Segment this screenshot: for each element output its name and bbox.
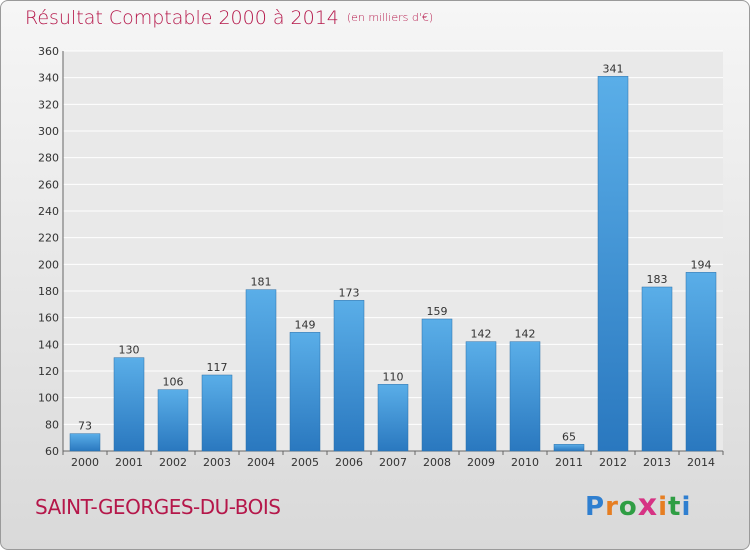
y-tick-label: 340: [38, 72, 59, 85]
y-tick-label: 240: [38, 205, 59, 218]
bar-2002: [157, 389, 189, 452]
y-tick-label: 300: [38, 125, 59, 138]
y-tick-label: 160: [38, 312, 59, 325]
y-tick-label: 120: [38, 365, 59, 378]
bar-2014: [685, 272, 717, 452]
x-tick-label: 2007: [379, 456, 407, 469]
x-tick-label: 2003: [203, 456, 231, 469]
x-tick-label: 2011: [555, 456, 583, 469]
x-tick-label: 2002: [159, 456, 187, 469]
y-tick-label: 320: [38, 98, 59, 111]
data-label-2014: 194: [691, 258, 712, 271]
bar-2008: [421, 318, 453, 452]
logo-letter: o: [618, 492, 638, 522]
y-tick-label: 60: [45, 445, 59, 458]
bar-2013: [641, 286, 673, 452]
y-tick-label: 200: [38, 258, 59, 271]
bar-2001: [113, 357, 145, 452]
data-label-2012: 341: [603, 62, 624, 75]
x-tick-label: 2009: [467, 456, 495, 469]
logo-letter: i: [658, 492, 669, 522]
logo-letter: r: [605, 492, 619, 522]
x-tick-label: 2010: [511, 456, 539, 469]
data-label-2006: 173: [339, 286, 360, 299]
bar-2009: [465, 341, 497, 452]
data-label-2000: 73: [78, 420, 92, 433]
data-label-2004: 181: [251, 276, 272, 289]
data-label-2010: 142: [515, 328, 536, 341]
x-tick-label: 2006: [335, 456, 363, 469]
bar-2012: [597, 76, 629, 452]
bar-2011: [553, 444, 585, 452]
y-tick-label: 80: [45, 418, 59, 431]
bar-2007: [377, 384, 409, 452]
x-tick-label: 2013: [643, 456, 671, 469]
data-label-2002: 106: [163, 376, 184, 389]
bar-2010: [509, 341, 541, 452]
chart-title: Résultat Comptable 2000 à 2014 (en millie…: [25, 7, 433, 29]
y-tick-label: 180: [38, 285, 59, 298]
logo-letter: i: [681, 492, 692, 522]
y-tick-label: 260: [38, 178, 59, 191]
y-tick-label: 220: [38, 232, 59, 245]
bar-2004: [245, 289, 277, 452]
proxiti-logo: Proxiti: [585, 488, 691, 523]
bar-2000: [69, 433, 101, 452]
logo-letter: P: [585, 492, 606, 522]
commune-name: SAINT-GEORGES-DU-BOIS: [35, 495, 281, 519]
x-tick-label: 2008: [423, 456, 451, 469]
bar-2003: [201, 374, 233, 452]
data-label-2009: 142: [471, 328, 492, 341]
logo-letter: t: [668, 492, 682, 522]
x-tick-label: 2000: [71, 456, 99, 469]
x-tick-label: 2014: [687, 456, 715, 469]
data-label-2001: 130: [119, 344, 140, 357]
data-label-2007: 110: [383, 370, 404, 383]
data-label-2011: 65: [562, 430, 576, 443]
y-tick-label: 360: [38, 45, 59, 58]
logo-letter: x: [637, 488, 659, 523]
y-tick-label: 140: [38, 338, 59, 351]
data-label-2013: 183: [647, 273, 668, 286]
x-tick-label: 2004: [247, 456, 275, 469]
data-label-2005: 149: [295, 318, 316, 331]
x-tick-label: 2001: [115, 456, 143, 469]
x-tick-label: 2012: [599, 456, 627, 469]
bar-2006: [333, 300, 365, 452]
title-text: Résultat Comptable 2000 à 2014: [25, 7, 339, 29]
unit-note: (en milliers d'€): [346, 11, 434, 24]
x-tick-label: 2005: [291, 456, 319, 469]
y-tick-label: 280: [38, 152, 59, 165]
y-tick-label: 100: [38, 392, 59, 405]
data-label-2008: 159: [427, 305, 448, 318]
data-label-2003: 117: [207, 361, 228, 374]
bar-2005: [289, 332, 321, 452]
